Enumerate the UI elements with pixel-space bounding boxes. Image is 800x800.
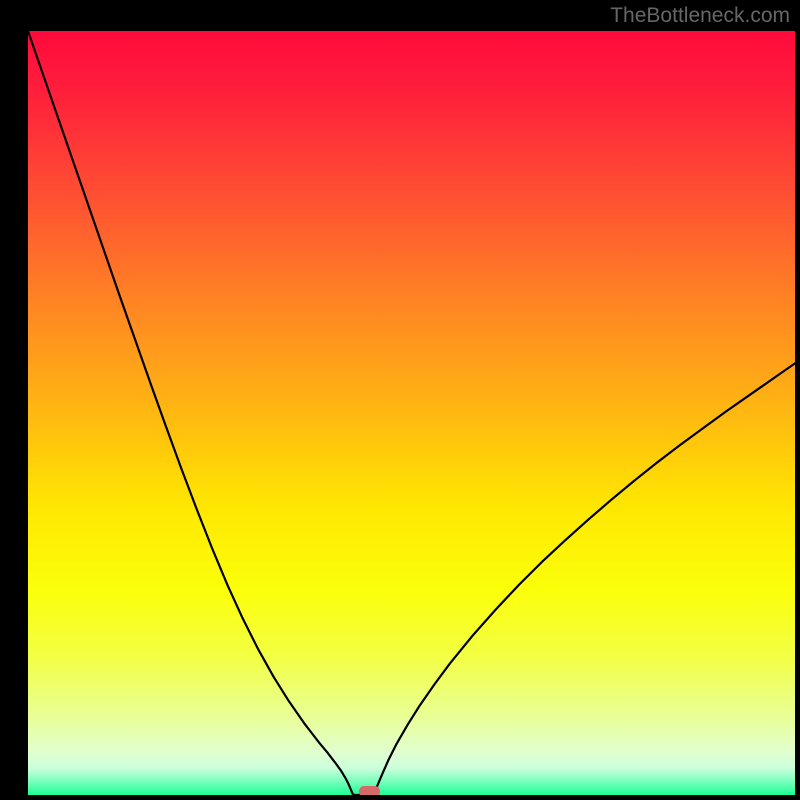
plot-area [28, 31, 795, 795]
curve-line [28, 31, 795, 795]
watermark-text: TheBottleneck.com [610, 4, 790, 28]
valley-marker [359, 786, 380, 795]
